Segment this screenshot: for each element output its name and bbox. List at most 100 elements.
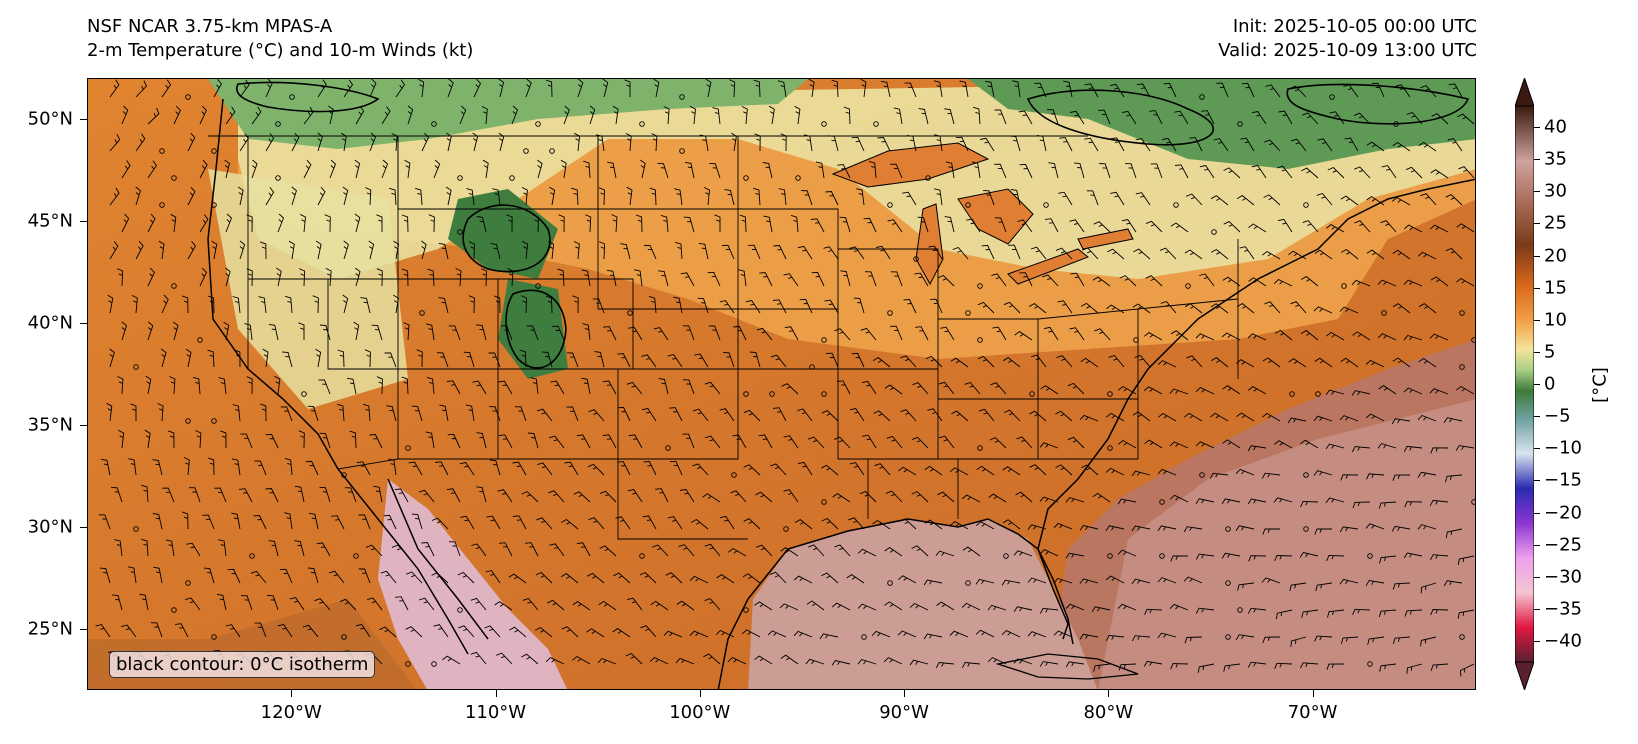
wind-barb (834, 328, 851, 341)
wind-barb (121, 624, 137, 638)
zero-isotherm-contours (236, 81, 1470, 369)
wind-barb (395, 79, 406, 98)
calm-wind-circle (679, 148, 685, 154)
wind-barb (884, 384, 903, 395)
wind-barb (1456, 223, 1475, 233)
wind-barb (741, 105, 748, 125)
wind-barb (1340, 636, 1359, 644)
wind-barb (408, 461, 423, 476)
calm-wind-circle (1341, 283, 1347, 289)
wind-barb (915, 326, 929, 341)
wind-barb (763, 215, 773, 233)
wind-barb (1161, 137, 1177, 152)
calm-wind-circle (1225, 526, 1231, 532)
wind-barb (1377, 333, 1397, 341)
wind-barb (109, 134, 121, 152)
wind-barb (900, 355, 917, 368)
wind-barb (1329, 111, 1345, 125)
wind-barb (663, 630, 683, 638)
wind-barb (427, 268, 435, 287)
wind-barb (893, 107, 903, 125)
wind-barb (514, 406, 527, 422)
wind-barb (719, 408, 735, 422)
wind-barb (828, 135, 839, 152)
wind-barb (1313, 306, 1333, 314)
wind-barb (976, 465, 995, 476)
wind-barb (843, 106, 851, 125)
wind-barb (873, 410, 891, 422)
calm-wind-circle (405, 661, 411, 667)
wind-barb (990, 382, 1007, 395)
wind-barb (704, 543, 721, 557)
wind-barb (225, 267, 231, 287)
calm-wind-circle (1329, 94, 1335, 100)
wind-barb (328, 105, 334, 125)
wind-barb (1122, 110, 1137, 125)
wind-barb (1274, 329, 1293, 341)
colorbar-tick-label: −25 (1544, 534, 1582, 556)
wind-barb (99, 567, 111, 584)
wind-barb (729, 79, 736, 98)
wind-barb (1070, 272, 1085, 287)
calm-wind-circle (197, 337, 203, 343)
wind-barb (494, 601, 513, 611)
calm-wind-circle (1459, 364, 1465, 370)
wind-barb (195, 430, 202, 449)
wind-barb (199, 214, 209, 233)
wind-barb (1429, 388, 1449, 395)
wind-barb (1210, 195, 1229, 206)
wind-barb (239, 133, 249, 152)
wind-barb (1157, 632, 1177, 639)
gulf-coast (717, 518, 1069, 689)
wind-barb (1030, 354, 1047, 368)
wind-barb (314, 598, 331, 611)
wind-barb (1036, 134, 1047, 152)
wind-barb (1273, 497, 1293, 503)
wind-barb (669, 407, 683, 422)
wind-barb (506, 214, 513, 233)
wind-barb (1430, 609, 1449, 616)
wind-barb (1236, 303, 1255, 314)
wind-barb (1055, 410, 1073, 422)
wind-barb (868, 160, 877, 179)
wind-barb (234, 349, 241, 368)
wind-barb (426, 376, 435, 395)
cuba-outline (995, 653, 1139, 680)
calm-wind-circle (185, 94, 191, 100)
wind-barb (1339, 415, 1359, 422)
wind-barb (1392, 357, 1411, 368)
colorbar-tick-mark (1534, 351, 1540, 353)
wind-barb (446, 488, 461, 503)
wind-barb (472, 380, 487, 395)
wind-barb (1241, 82, 1255, 98)
wind-barb (1158, 412, 1177, 422)
wind-barb (1056, 355, 1073, 368)
wind-barb (511, 105, 519, 125)
wind-barb (472, 132, 479, 152)
wind-barb (319, 324, 331, 341)
wind-barb (298, 268, 306, 287)
wind-barb (1195, 387, 1215, 395)
wind-barb (1339, 578, 1359, 585)
wind-barb (753, 187, 761, 206)
calm-wind-circle (1237, 121, 1243, 127)
wind-barb (114, 539, 123, 557)
colorbar-tick-label: 0 (1544, 373, 1556, 395)
wind-barb (238, 488, 253, 503)
wind-barb (724, 189, 735, 206)
wind-barb (365, 544, 383, 557)
wind-barb (1325, 389, 1345, 396)
wind-barb (1197, 663, 1215, 673)
wind-barb (391, 544, 409, 557)
wind-barb (991, 273, 1007, 287)
wind-barb (877, 137, 891, 152)
wind-barb (1418, 303, 1437, 314)
calm-wind-circle (873, 121, 879, 127)
wind-barb (446, 132, 452, 152)
wind-barb (1326, 663, 1345, 670)
wind-barb (780, 547, 799, 557)
wind-barb (393, 240, 400, 260)
wind-barb (925, 355, 943, 368)
land-cold-north (208, 79, 808, 149)
wind-barb (566, 352, 579, 368)
